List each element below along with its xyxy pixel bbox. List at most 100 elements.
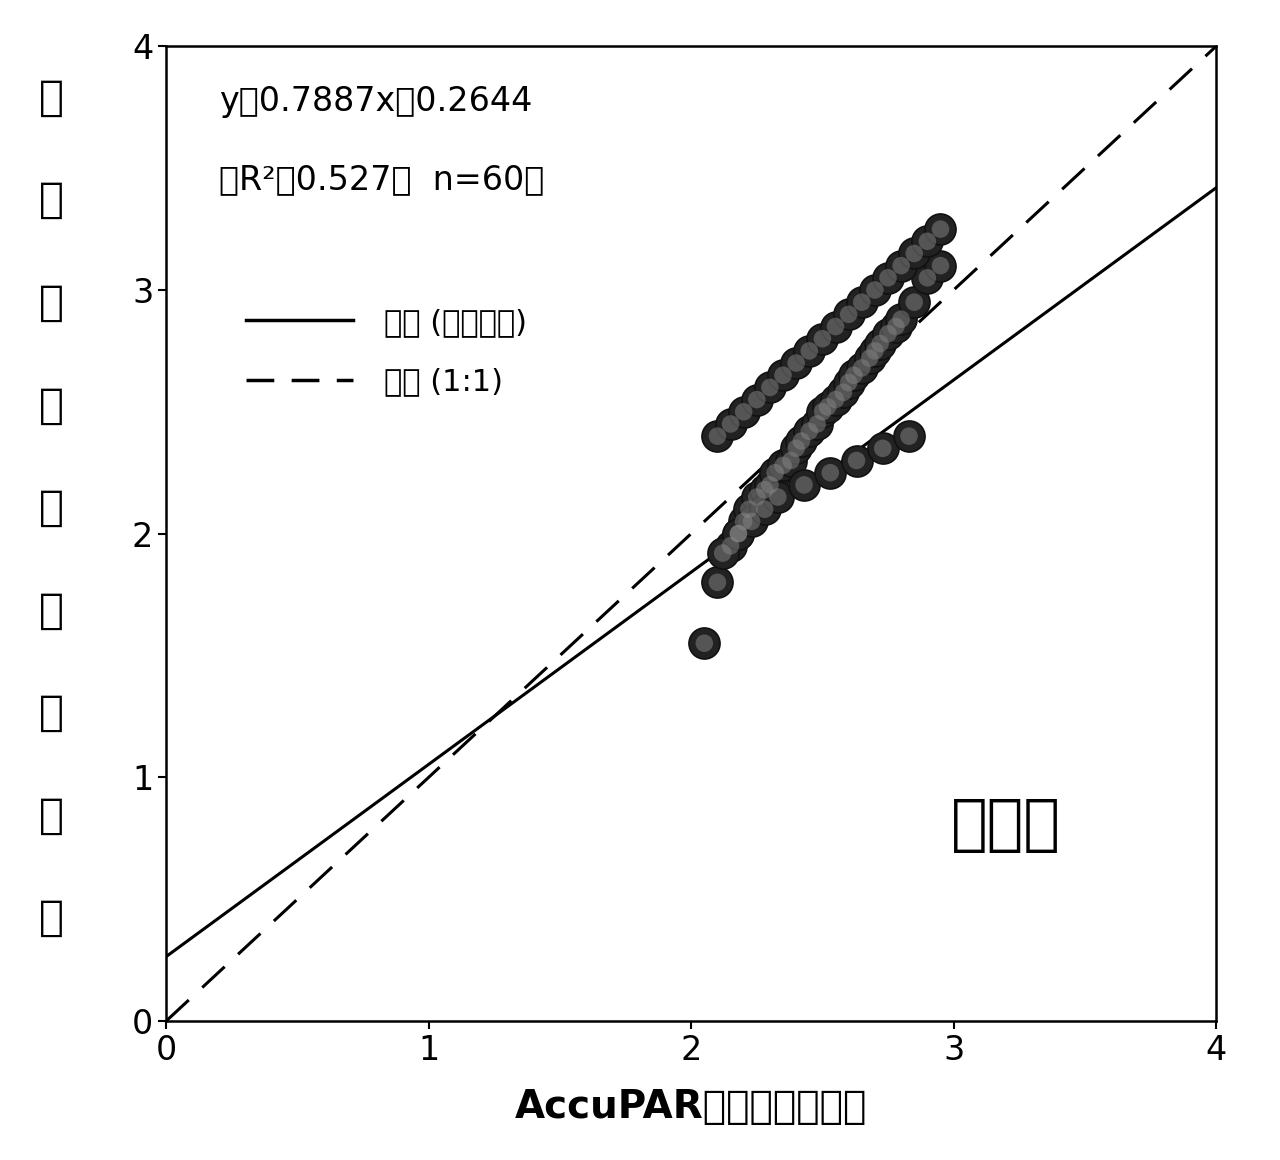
Point xyxy=(865,281,886,299)
Text: 积: 积 xyxy=(38,693,64,734)
Point xyxy=(873,440,893,458)
Point xyxy=(873,440,893,458)
Point xyxy=(733,403,754,421)
Point xyxy=(844,367,864,385)
Point xyxy=(820,464,841,483)
Point xyxy=(713,544,733,563)
Point xyxy=(870,334,891,353)
Point xyxy=(891,310,911,328)
Point xyxy=(838,305,859,324)
Point xyxy=(833,383,854,401)
Point xyxy=(739,500,759,519)
Point xyxy=(746,391,767,409)
Point xyxy=(794,476,814,494)
Point xyxy=(721,415,741,434)
Point xyxy=(916,269,937,288)
Point xyxy=(799,342,819,361)
Point xyxy=(931,220,951,239)
Point xyxy=(865,342,886,361)
Point xyxy=(899,427,919,445)
Point xyxy=(707,573,727,592)
Text: 数: 数 xyxy=(38,897,64,940)
Point xyxy=(813,329,833,348)
Text: 实: 实 xyxy=(38,282,64,324)
Point xyxy=(791,432,812,450)
Point xyxy=(899,427,919,445)
Point xyxy=(826,391,846,409)
Point xyxy=(851,358,872,377)
Text: y＝0.7887x＋0.2644: y＝0.7887x＋0.2644 xyxy=(219,86,532,118)
Point xyxy=(786,354,806,372)
Point xyxy=(851,293,872,312)
Text: 大: 大 xyxy=(38,77,64,118)
Point xyxy=(838,305,859,324)
Point xyxy=(878,325,899,343)
Point xyxy=(846,451,867,470)
Point xyxy=(728,524,749,543)
Point xyxy=(786,354,806,372)
Point xyxy=(759,476,780,494)
X-axis label: AccuPAR测定叶面积指数: AccuPAR测定叶面积指数 xyxy=(515,1088,868,1126)
Point xyxy=(931,220,951,239)
Point xyxy=(773,367,794,385)
Point xyxy=(759,378,780,397)
Point xyxy=(799,342,819,361)
Point xyxy=(733,403,754,421)
Point xyxy=(707,427,727,445)
Point xyxy=(721,536,741,556)
Point xyxy=(844,367,864,385)
Point xyxy=(746,391,767,409)
Point xyxy=(768,488,788,507)
Point xyxy=(733,513,754,531)
Point xyxy=(741,513,762,531)
Point xyxy=(694,633,714,652)
Point xyxy=(806,415,827,434)
Point xyxy=(826,318,846,336)
Point xyxy=(886,318,906,336)
Point xyxy=(813,329,833,348)
Point xyxy=(851,293,872,312)
Point xyxy=(759,476,780,494)
Point xyxy=(931,256,951,275)
Point xyxy=(806,415,827,434)
Point xyxy=(838,374,859,392)
Point xyxy=(820,464,841,483)
Point xyxy=(818,398,838,416)
Point xyxy=(765,464,786,483)
Point xyxy=(870,334,891,353)
Point xyxy=(728,524,749,543)
Point xyxy=(739,500,759,519)
Text: 指: 指 xyxy=(38,795,64,836)
Point xyxy=(813,403,833,421)
Point xyxy=(799,422,819,441)
Point xyxy=(886,318,906,336)
Legend: 线性 (拟合曲线), 线性 (1:1): 线性 (拟合曲线), 线性 (1:1) xyxy=(234,296,539,408)
Point xyxy=(865,281,886,299)
Point xyxy=(799,422,819,441)
Point xyxy=(891,256,911,275)
Point xyxy=(713,544,733,563)
Text: 盛鑑期: 盛鑑期 xyxy=(951,797,1061,855)
Point xyxy=(754,500,774,519)
Point xyxy=(746,488,767,507)
Point xyxy=(931,256,951,275)
Text: 面: 面 xyxy=(38,589,64,631)
Point xyxy=(733,513,754,531)
Point xyxy=(728,524,749,543)
Point xyxy=(773,456,794,474)
Point xyxy=(818,398,838,416)
Point xyxy=(694,633,714,652)
Point xyxy=(916,269,937,288)
Point xyxy=(833,383,854,401)
Point xyxy=(891,256,911,275)
Point xyxy=(707,573,727,592)
Point xyxy=(878,269,899,288)
Point xyxy=(781,451,801,470)
Point xyxy=(916,232,937,251)
Text: （R²＝0.527，  n=60）: （R²＝0.527， n=60） xyxy=(219,164,544,196)
Point xyxy=(759,378,780,397)
Point xyxy=(754,480,774,499)
Point xyxy=(791,432,812,450)
Point xyxy=(891,310,911,328)
Point xyxy=(781,451,801,470)
